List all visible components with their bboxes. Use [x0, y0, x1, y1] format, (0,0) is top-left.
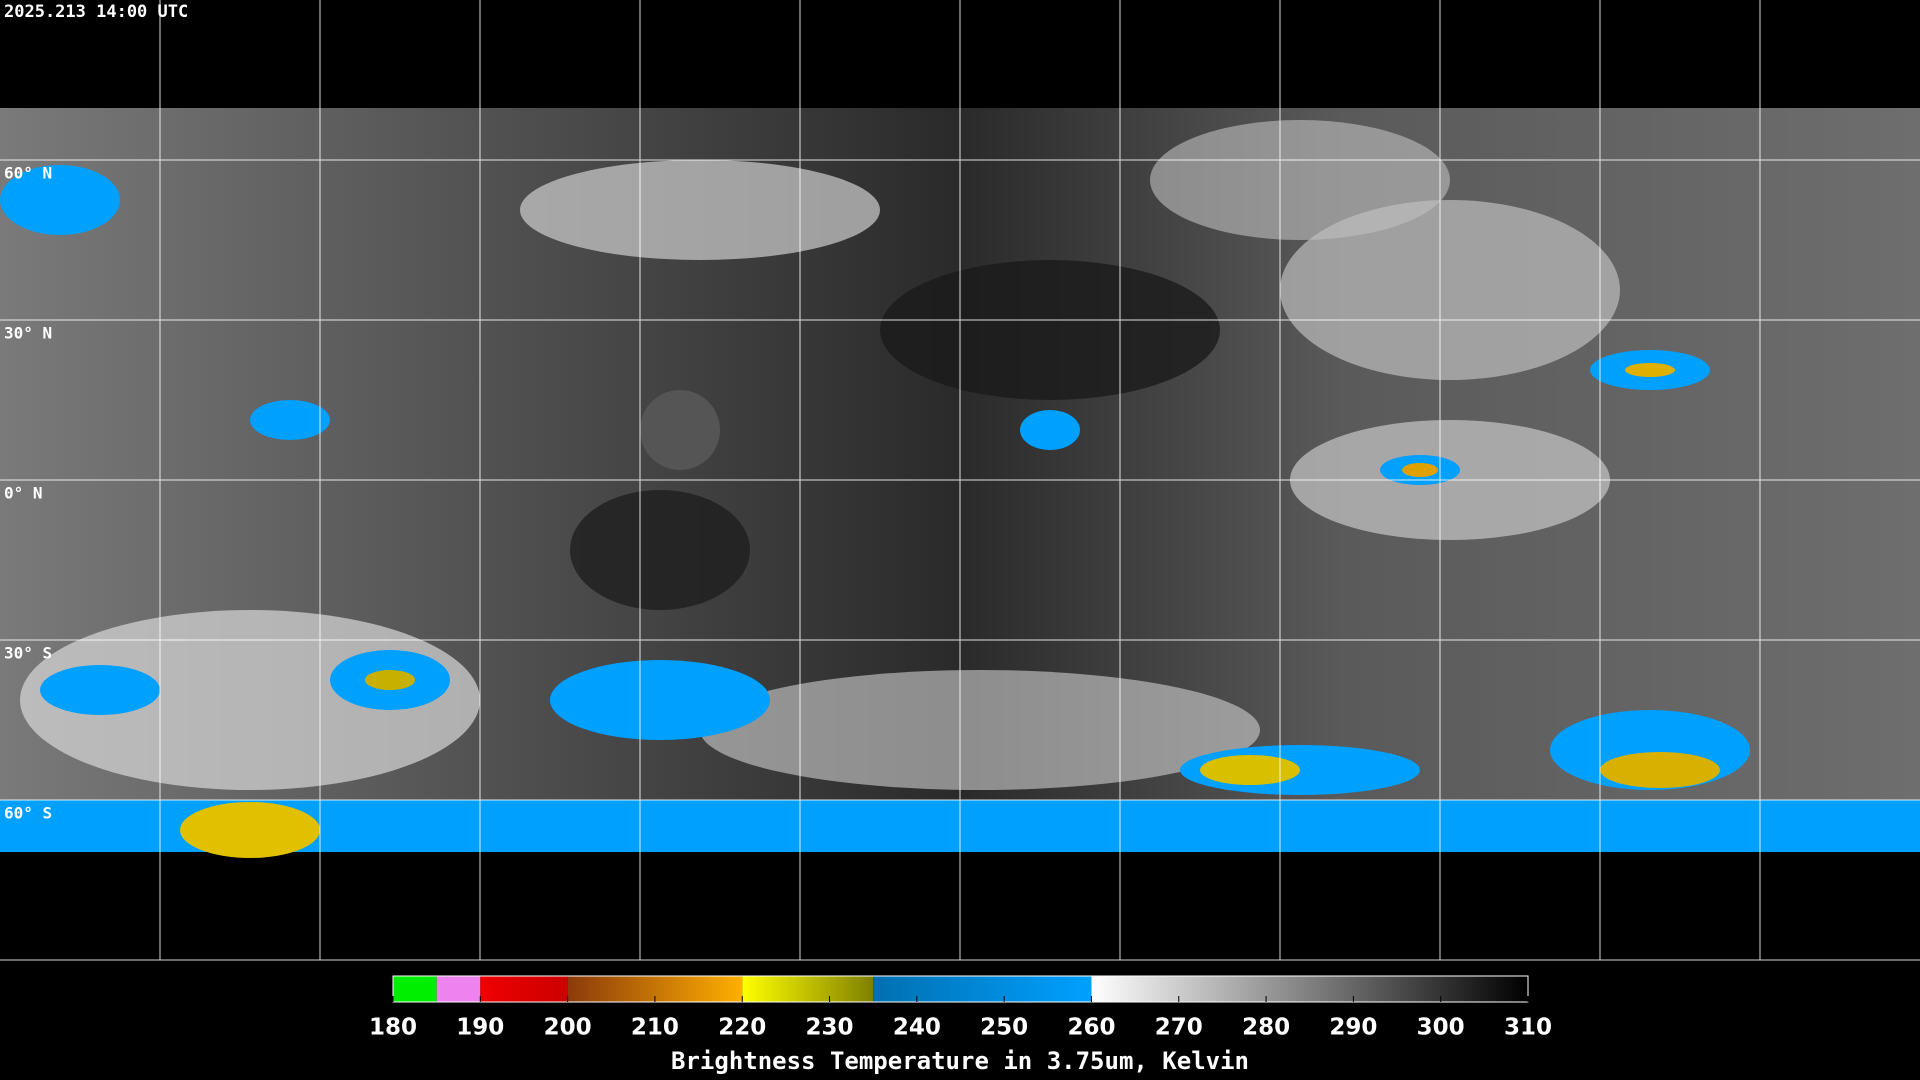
colorbar-tick-label: 210 [631, 1015, 679, 1041]
colorbar-tick-label: 190 [456, 1015, 504, 1041]
colorbar-frame [392, 975, 1529, 1003]
colorbar-tick-label: 300 [1417, 1015, 1465, 1041]
lat-lon-grid [0, 0, 1920, 961]
colorbar-segment [1091, 976, 1528, 1002]
colorbar-tick-label: 250 [980, 1015, 1028, 1041]
latitude-label: 60° S [4, 804, 52, 823]
colorbar-tick-label: 310 [1504, 1015, 1552, 1041]
colorbar: 180 190 200 210 220 230 240 250 260 270 280 290 300 3… [369, 975, 1552, 1041]
colorbar-tick-label: 260 [1067, 1015, 1115, 1041]
colorbar-segment [480, 976, 568, 1002]
colorbar-tick-label: 280 [1242, 1015, 1290, 1041]
latitude-label: 30° S [4, 644, 52, 663]
colorbar-tick-label: 180 [369, 1015, 417, 1041]
latitude-label: 60° N [4, 164, 52, 183]
latitude-labels: 60° N 30° N 0° N 30° S 60° S [4, 164, 52, 823]
colorbar-segment [436, 976, 481, 1002]
colorbar-label: Brightness Temperature in 3.75um, Kelvin [671, 1047, 1249, 1075]
colorbar-segment [393, 976, 437, 1002]
colorbar-segment [742, 976, 874, 1002]
colorbar-segment [873, 976, 1092, 1002]
latitude-label: 30° N [4, 324, 52, 343]
timestamp: 2025.213 14:00 UTC [4, 2, 188, 22]
colorbar-tick-label: 240 [893, 1015, 941, 1041]
colorbar-tick-label: 220 [718, 1015, 766, 1041]
colorbar-tick-label: 290 [1329, 1015, 1377, 1041]
latitude-label: 0° N [4, 484, 43, 503]
colorbar-tick-label: 200 [544, 1015, 592, 1041]
colorbar-tick-label: 270 [1155, 1015, 1203, 1041]
colorbar-tick-label: 230 [806, 1015, 854, 1041]
